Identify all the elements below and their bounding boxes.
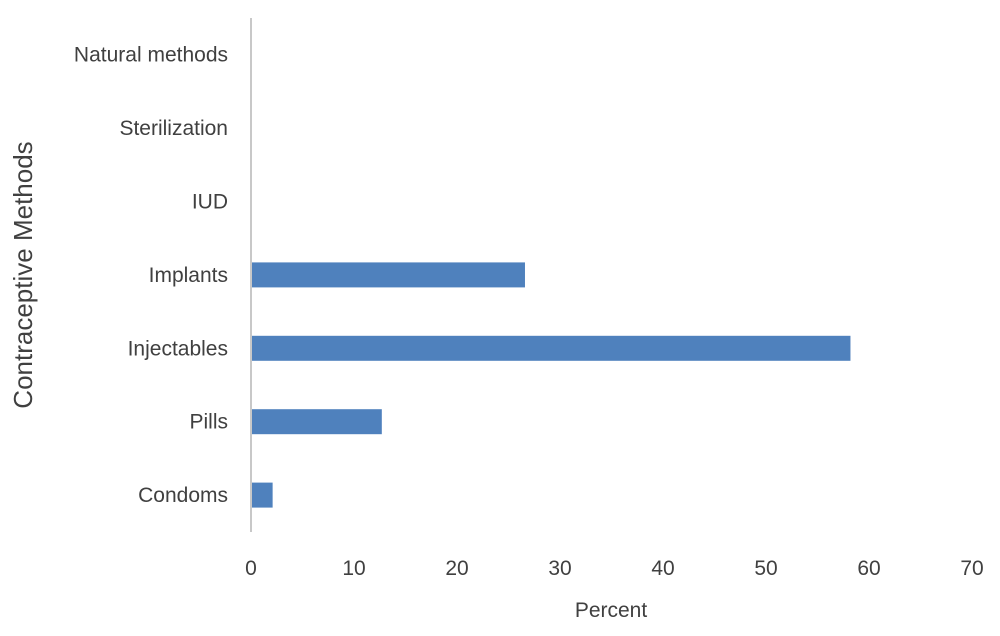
category-label-condoms: Condoms <box>138 484 228 507</box>
x-axis-title: Percent <box>575 599 648 622</box>
category-label-sterilization: Sterilization <box>119 117 228 140</box>
bar-implants <box>252 262 525 288</box>
bar-injectables <box>252 335 851 361</box>
x-tick-label-0: 0 <box>245 557 257 580</box>
y-axis-title: Contraceptive Methods <box>8 141 38 408</box>
category-label-injectables: Injectables <box>128 337 228 360</box>
x-tick-label-30: 30 <box>548 557 571 580</box>
bar-condoms <box>252 482 273 508</box>
x-tick-label-50: 50 <box>754 557 777 580</box>
x-tick-label-40: 40 <box>651 557 674 580</box>
category-label-natural-methods: Natural methods <box>74 44 228 67</box>
category-label-implants: Implants <box>149 264 228 287</box>
bars-group <box>252 262 851 508</box>
x-tick-label-20: 20 <box>445 557 468 580</box>
category-labels: Condoms Pills Injectables Implants IUD Steril… <box>74 44 228 507</box>
bar-pills <box>252 409 382 435</box>
x-tick-label-70: 70 <box>960 557 983 580</box>
x-tick-label-10: 10 <box>342 557 365 580</box>
x-tick-label-60: 60 <box>857 557 880 580</box>
x-tick-labels: 0 10 20 30 40 50 60 70 <box>245 557 984 580</box>
category-label-iud: IUD <box>192 191 228 214</box>
category-label-pills: Pills <box>189 411 228 434</box>
